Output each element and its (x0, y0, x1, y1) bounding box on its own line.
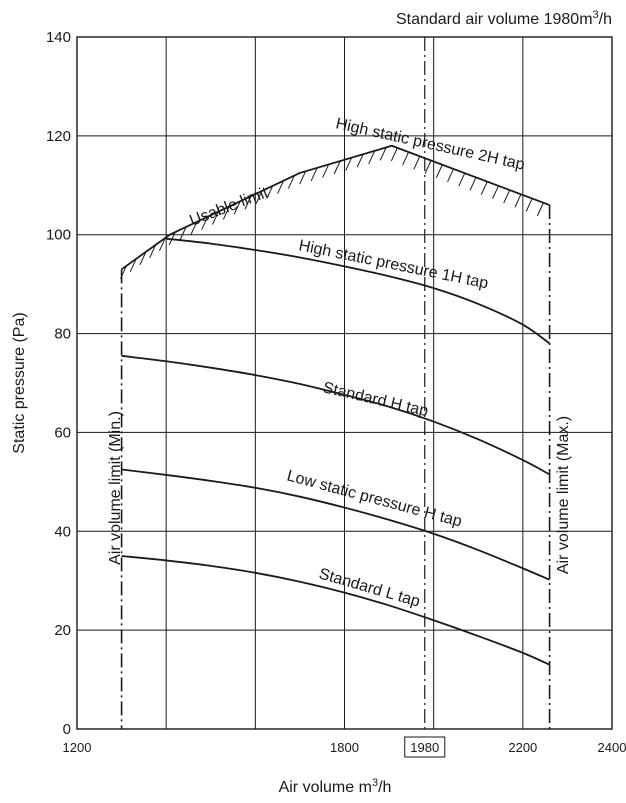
hatch-mark (158, 237, 166, 252)
hatch-mark (413, 156, 421, 170)
hatch-mark (139, 251, 147, 266)
hatch-mark (149, 244, 157, 259)
x-axis-label: Air volume m3/h (279, 777, 392, 796)
label-1h-tap: High static pressure 1H tap (297, 237, 490, 292)
label-usable-limit: Usable limit (187, 184, 271, 230)
usable-limit-line (121, 144, 550, 271)
max-limit-label: Air volume limit (Max.) (555, 416, 572, 574)
axis-tick-labels: 0 20 40 60 80 100 120 140 1200 1800 2200 2400 1980 (46, 29, 626, 758)
label-standard-l-tap: Standard L tap (317, 566, 422, 611)
hatch-mark (345, 157, 353, 171)
series-line-2 (121, 354, 551, 476)
hatch-mark (525, 198, 533, 212)
hatch-mark (287, 175, 295, 189)
hatch-mark (190, 221, 198, 236)
hatch-mark (492, 185, 499, 200)
air-volume-limit-lines (120, 37, 551, 729)
hatch-mark (120, 265, 127, 280)
hatch-mark (458, 172, 466, 187)
hatch-mark (322, 164, 330, 178)
curve-labels: High static pressure 2H tap High static p… (187, 115, 526, 610)
x-tick-label: 2400 (598, 740, 626, 755)
label-standard-h-tap: Standard H tap (321, 379, 430, 420)
standard-marker-box (404, 736, 446, 758)
y-tick-label: 40 (54, 523, 71, 540)
label-2h-tap: High static pressure 2H tap (334, 115, 526, 173)
hatch-mark (222, 206, 230, 220)
hatch-mark (266, 185, 274, 200)
hatch-mark (356, 153, 364, 168)
x-tick-label: 1200 (63, 740, 92, 755)
y-axis-label: Static pressure (Pa) (11, 312, 28, 453)
y-tick-label: 100 (46, 227, 71, 244)
hatch-mark (333, 160, 341, 175)
y-tick-label: 120 (46, 128, 71, 145)
hatch-mark (390, 147, 398, 162)
y-tick-label: 140 (46, 29, 71, 46)
hatch-mark (129, 258, 137, 273)
plot-frame (76, 36, 613, 730)
hatch-mark (536, 202, 544, 216)
x-tick-label: 2200 (508, 740, 537, 755)
hatch-mark (424, 160, 432, 174)
tap-curves (121, 237, 551, 666)
hatch-mark (255, 190, 263, 205)
hatch-mark (244, 195, 252, 210)
hatch-mark (503, 189, 511, 204)
hatch-mark (310, 167, 318, 182)
y-tick-label: 60 (54, 424, 71, 441)
hatch-mark (435, 164, 443, 178)
x-tick-label: 1800 (330, 740, 359, 755)
hatch-mark (368, 150, 376, 164)
hatch-mark (212, 211, 219, 225)
min-limit-label: Air volume limit (Min.) (107, 411, 124, 565)
hatch-mark (233, 201, 241, 215)
y-tick-label: 80 (54, 326, 71, 343)
y-tick-label: 0 (63, 721, 71, 738)
hatch-mark (447, 168, 454, 183)
series-line-1 (166, 237, 551, 345)
standard-marker-label: 1980 (410, 740, 439, 755)
chart-title: Standard air volume 1980m3/h (396, 9, 612, 28)
y-tick-label: 20 (54, 622, 71, 639)
hatch-mark (379, 147, 387, 161)
hatch-mark (277, 180, 285, 194)
hatch-mark (299, 171, 307, 185)
gridlines (77, 36, 612, 730)
usable-limit-hatching (120, 144, 550, 280)
series-line-4 (121, 555, 550, 666)
hatch-mark (201, 216, 209, 230)
hatch-mark (402, 151, 410, 166)
hatch-mark (480, 181, 488, 195)
hatch-mark (179, 226, 187, 241)
hatch-mark (469, 177, 477, 191)
series-line-3 (121, 468, 550, 581)
hatch-mark (514, 194, 522, 208)
